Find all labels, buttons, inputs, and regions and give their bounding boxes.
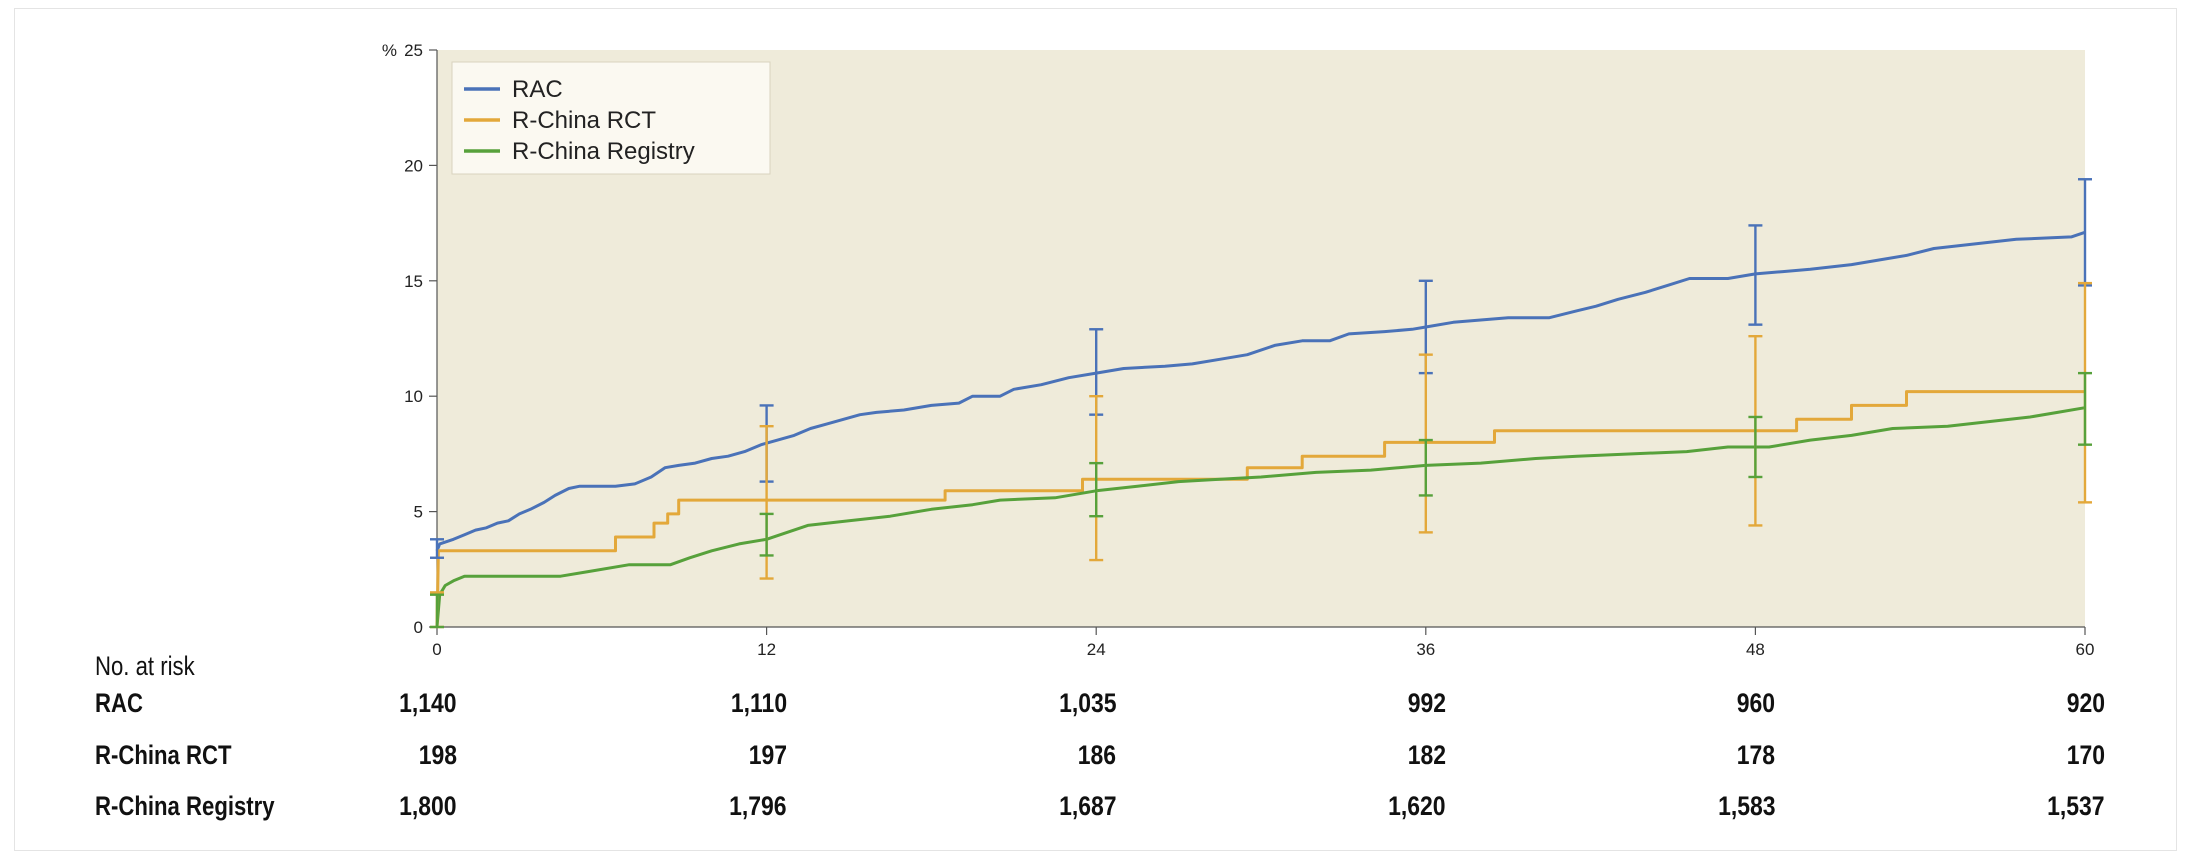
y-tick-label: 0 bbox=[414, 618, 423, 637]
risk-cell: 1,796 bbox=[729, 791, 787, 821]
legend-label-0: RAC bbox=[512, 76, 563, 103]
risk-row-label: R-China RCT bbox=[95, 740, 232, 770]
risk-cell: 920 bbox=[2066, 688, 2105, 718]
risk-cell: 992 bbox=[1407, 688, 1446, 718]
x-tick-label: 60 bbox=[2076, 640, 2095, 659]
y-tick-label: 5 bbox=[414, 503, 423, 522]
x-tick-label: 12 bbox=[757, 640, 776, 659]
risk-cell: 1,035 bbox=[1058, 688, 1117, 718]
legend-label-1: R-China RCT bbox=[512, 107, 656, 134]
risk-cell: 182 bbox=[1407, 740, 1446, 770]
risk-cell: 170 bbox=[2066, 740, 2105, 770]
risk-row-label: R-China Registry bbox=[95, 791, 275, 821]
series-line-2 bbox=[435, 406, 2086, 628]
risk-table-title: No. at risk bbox=[95, 651, 195, 681]
risk-cell: 198 bbox=[418, 740, 457, 770]
risk-cell: 1,583 bbox=[1717, 791, 1776, 821]
legend-label-2: R-China Registry bbox=[512, 138, 695, 165]
risk-cell: 960 bbox=[1737, 688, 1776, 718]
y-tick-label: 15 bbox=[404, 272, 423, 291]
risk-cell: 1,537 bbox=[2047, 791, 2105, 821]
risk-cell: 1,620 bbox=[1388, 791, 1446, 821]
y-tick-label: 20 bbox=[404, 156, 423, 175]
y-tick-label: 10 bbox=[404, 387, 423, 406]
risk-cell: 1,687 bbox=[1058, 791, 1117, 821]
x-tick-label: 48 bbox=[1746, 640, 1765, 659]
figure-frame bbox=[14, 8, 2177, 851]
risk-cell: 197 bbox=[748, 740, 787, 770]
y-tick-label: 25 bbox=[404, 41, 423, 60]
risk-cell: 1,140 bbox=[399, 688, 457, 718]
x-tick-label: 36 bbox=[1416, 640, 1435, 659]
y-unit-label: % bbox=[382, 41, 397, 60]
risk-cell: 1,110 bbox=[730, 688, 787, 718]
risk-cell: 178 bbox=[1737, 740, 1776, 770]
series-line-0 bbox=[435, 230, 2086, 552]
x-tick-label: 0 bbox=[432, 640, 441, 659]
risk-cell: 1,800 bbox=[399, 791, 457, 821]
risk-row-label: RAC bbox=[95, 688, 143, 718]
x-tick-label: 24 bbox=[1087, 640, 1106, 659]
risk-cell: 186 bbox=[1077, 740, 1117, 770]
series-line-1 bbox=[435, 390, 2085, 628]
legend-box bbox=[451, 61, 771, 175]
